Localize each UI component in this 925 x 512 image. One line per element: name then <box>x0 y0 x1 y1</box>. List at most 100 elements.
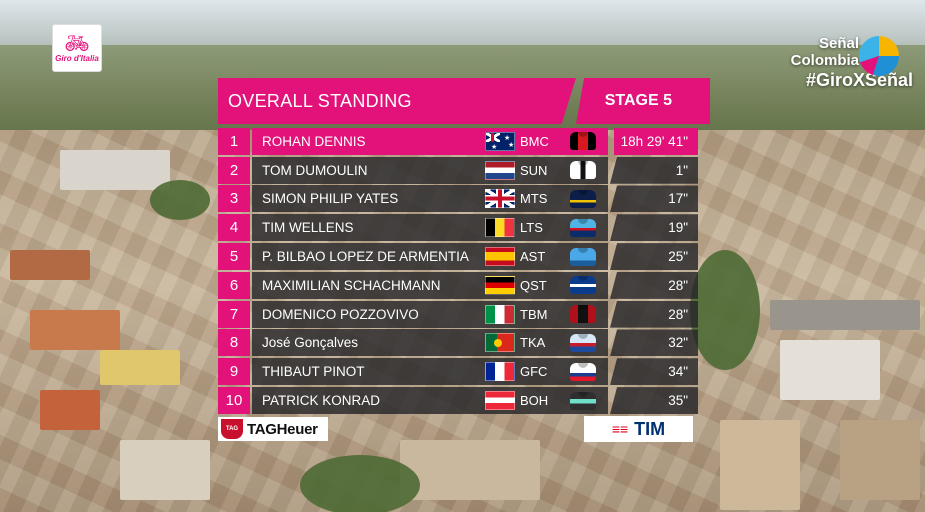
team-code: GFC <box>520 358 558 386</box>
rank-number: 1 <box>218 127 250 155</box>
team-jersey-cell <box>558 243 608 271</box>
nationality-cell <box>480 214 520 242</box>
rider-name: MAXIMILIAN SCHACHMANN <box>252 271 480 299</box>
building <box>780 340 880 400</box>
rider-name: José Gonçalves <box>252 329 480 357</box>
gc-time: 19" <box>610 214 698 242</box>
rank-number: 8 <box>218 329 250 357</box>
team-jersey-cell <box>558 358 608 386</box>
trees <box>150 180 210 220</box>
building <box>40 390 100 430</box>
team-jersey-cell <box>558 387 608 415</box>
nationality-cell <box>480 300 520 328</box>
rank-number: 3 <box>218 185 250 213</box>
channel-name-line2: Colombia <box>790 52 859 69</box>
rider-name: PATRICK KONRAD <box>252 387 480 415</box>
standing-row: 2 TOM DUMOULIN SUN 1" <box>218 156 710 185</box>
gc-time: 18h 29' 41" <box>614 127 698 155</box>
boh-jersey-icon <box>570 391 596 410</box>
rider-name: TOM DUMOULIN <box>252 156 480 184</box>
building <box>400 440 540 500</box>
senal-colombia-logo: Señal Colombia #GiroXSeñal <box>713 36 913 91</box>
tka-jersey-icon <box>570 333 596 352</box>
be-flag-icon <box>485 218 515 238</box>
hashtag: #GiroXSeñal <box>805 70 913 90</box>
gc-time: 34" <box>610 358 698 386</box>
nationality-cell <box>480 243 520 271</box>
team-code: QST <box>520 271 558 299</box>
es-flag-icon <box>485 247 515 267</box>
team-jersey-cell <box>558 271 608 299</box>
standing-row: 3 SIMON PHILIP YATES MTS 17" <box>218 185 710 214</box>
qst-jersey-icon <box>570 276 596 295</box>
standings-board: OVERALL STANDING STAGE 5 1 ROHAN DENNIS ★ ★… <box>218 78 710 415</box>
nl-flag-icon <box>485 160 515 180</box>
gc-time: 28" <box>610 271 698 299</box>
standing-row: 1 ROHAN DENNIS ★ ★ ★ BMC 18h 29' 41" <box>218 127 710 156</box>
standings-header: OVERALL STANDING STAGE 5 <box>218 78 710 124</box>
gc-time: 17" <box>610 185 698 213</box>
channel-name-line1: Señal <box>818 35 859 52</box>
standing-row: 9 THIBAUT PINOT GFC 34" <box>218 357 710 386</box>
building <box>720 420 800 510</box>
bmc-jersey-icon <box>570 132 596 151</box>
building <box>10 250 90 280</box>
standing-row: 7 DOMENICO POZZOVIVO TBM 28" <box>218 300 710 329</box>
nationality-cell <box>480 329 520 357</box>
nationality-cell <box>480 185 520 213</box>
rider-name: SIMON PHILIP YATES <box>252 185 480 213</box>
building <box>120 440 210 500</box>
gc-time: 25" <box>610 243 698 271</box>
team-code: BMC <box>520 127 558 155</box>
team-jersey-cell <box>558 214 608 242</box>
standing-row: 6 MAXIMILIAN SCHACHMANN QST 28" <box>218 271 710 300</box>
rank-number: 6 <box>218 271 250 299</box>
team-jersey-cell <box>558 185 608 213</box>
nationality-cell <box>480 271 520 299</box>
de-flag-icon <box>485 275 515 295</box>
nationality-cell <box>480 156 520 184</box>
tagheuer-shield-icon: TAG <box>221 419 243 439</box>
team-code: LTS <box>520 214 558 242</box>
gc-time: 35" <box>610 387 698 415</box>
rider-name: P. BILBAO LOPEZ DE ARMENTIA <box>252 243 480 271</box>
gb-flag-icon <box>485 189 515 209</box>
rank-number: 10 <box>218 387 250 415</box>
rider-name: DOMENICO POZZOVIVO <box>252 300 480 328</box>
gc-time: 32" <box>610 329 698 357</box>
giro-logo-text: Giro d'Italia <box>55 53 99 63</box>
rank-number: 4 <box>218 214 250 242</box>
at-flag-icon <box>485 391 515 411</box>
rider-name: ROHAN DENNIS <box>252 127 480 155</box>
nationality-cell <box>480 358 520 386</box>
standings-title: OVERALL STANDING <box>228 91 412 111</box>
rider-name: TIM WELLENS <box>252 214 480 242</box>
tbm-jersey-icon <box>570 305 596 324</box>
sun-jersey-icon <box>570 161 596 180</box>
standings-rows: 1 ROHAN DENNIS ★ ★ ★ BMC 18h 29' 41" 2 TOM DUMOU… <box>218 127 710 415</box>
tim-sponsor: ≡≡ TIM <box>584 416 693 442</box>
bicycle-icon: 🚲︎ <box>64 32 90 55</box>
building <box>770 300 920 330</box>
team-code: TKA <box>520 329 558 357</box>
pt-flag-icon <box>485 333 515 353</box>
rank-number: 9 <box>218 358 250 386</box>
team-code: SUN <box>520 156 558 184</box>
trees <box>690 250 760 370</box>
giro-ditalia-logo: 🚲︎ Giro d'Italia <box>52 24 102 72</box>
standing-row: 8 José Gonçalves TKA 32" <box>218 329 710 358</box>
mts-jersey-icon <box>570 189 596 208</box>
team-jersey-cell <box>558 329 608 357</box>
tagheuer-sponsor: TAG TAGHeuer <box>218 417 328 441</box>
rider-name: THIBAUT PINOT <box>252 358 480 386</box>
building <box>100 350 180 385</box>
tim-wordmark: TIM <box>634 418 666 439</box>
lts-jersey-icon <box>570 218 596 237</box>
team-jersey-cell <box>558 127 608 155</box>
header-title-panel <box>218 78 576 124</box>
stage-label: STAGE 5 <box>604 92 672 109</box>
team-code: TBM <box>520 300 558 328</box>
building <box>840 420 920 500</box>
gfc-jersey-icon <box>570 362 596 381</box>
team-code: BOH <box>520 387 558 415</box>
